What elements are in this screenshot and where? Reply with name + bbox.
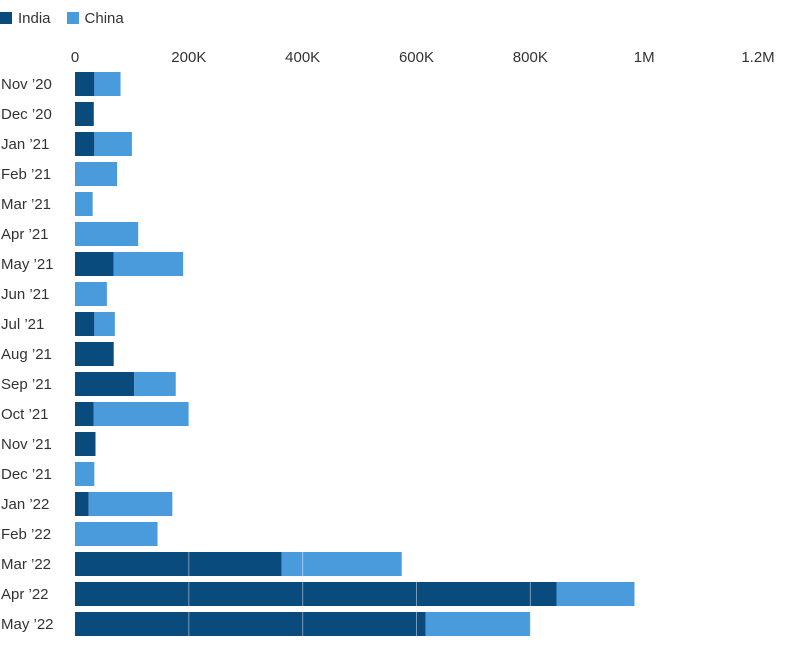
bar-china-sep-21 <box>134 372 176 396</box>
bar-china-feb-21 <box>75 162 118 186</box>
legend: India China <box>0 8 140 28</box>
bar-india-apr-22 <box>75 582 557 606</box>
x-tick-label: 800K <box>513 49 548 66</box>
legend-item-india: India <box>0 10 51 27</box>
bar-india-may-21 <box>75 252 114 276</box>
bar-india-sep-21 <box>75 372 135 396</box>
y-category-label: Dec ’21 <box>1 466 52 483</box>
y-category-label: Feb ’21 <box>1 166 51 183</box>
bar-china-may-21 <box>113 252 184 276</box>
bar-china-may-22 <box>425 612 531 636</box>
bar-india-nov-21 <box>75 432 96 456</box>
x-tick-label: 600K <box>399 49 434 66</box>
y-category-label: Jan ’22 <box>1 496 49 513</box>
y-category-label: Apr ’22 <box>1 586 49 603</box>
y-category-label: May ’22 <box>1 616 54 633</box>
y-category-label: Feb ’22 <box>1 526 51 543</box>
bar-china-jul-21 <box>94 312 115 336</box>
bar-india-mar-22 <box>75 552 282 576</box>
bar-india-dec-20 <box>75 102 94 126</box>
bar-china-apr-21 <box>75 222 139 246</box>
bar-india-jan-21 <box>75 132 95 156</box>
y-category-label: Apr ’21 <box>1 226 49 243</box>
x-tick-labels: 0 200K 400K 600K 800K 1M 1.2M <box>71 49 775 66</box>
bar-china-nov-20 <box>94 72 121 96</box>
y-category-label: Mar ’22 <box>1 556 51 573</box>
bar-india-nov-20 <box>75 72 95 96</box>
bar-india-jul-21 <box>75 312 95 336</box>
bar-china-jan-21 <box>94 132 132 156</box>
y-category-label: Jun ’21 <box>1 286 49 303</box>
y-category-label: Aug ’21 <box>1 346 52 363</box>
bar-china-jan-22 <box>88 492 173 516</box>
legend-label-china: China <box>84 9 124 27</box>
bar-china-jun-21 <box>75 282 107 306</box>
y-category-labels: Nov ’20 Dec ’20 Jan ’21 Feb ’21 Mar ’21 Apr ’… <box>1 76 54 633</box>
y-category-label: Mar ’21 <box>1 196 51 213</box>
y-category-label: Nov ’21 <box>1 436 52 453</box>
bar-china-apr-22 <box>556 582 635 606</box>
bar-india-may-22 <box>75 612 426 636</box>
bar-india-oct-21 <box>75 402 94 426</box>
x-tick-label: 200K <box>171 49 206 66</box>
bar-india-jan-22 <box>75 492 89 516</box>
y-category-label: Dec ’20 <box>1 106 52 123</box>
gridlines-group <box>188 70 759 640</box>
y-category-label: May ’21 <box>1 256 54 273</box>
y-category-label: Nov ’20 <box>1 76 52 93</box>
x-tick-label: 400K <box>285 49 320 66</box>
x-tick-label: 0 <box>71 49 79 66</box>
y-category-label: Oct ’21 <box>1 406 49 423</box>
bar-china-oct-21 <box>93 402 189 426</box>
y-category-label: Jul ’21 <box>1 316 44 333</box>
legend-swatch-india <box>0 12 12 24</box>
x-tick-label: 1M <box>634 49 655 66</box>
bar-china-feb-22 <box>75 522 158 546</box>
bars-group <box>75 72 635 636</box>
x-tick-label: 1.2M <box>741 49 774 66</box>
bar-india-aug-21 <box>75 342 114 366</box>
legend-swatch-china <box>66 12 79 24</box>
bar-china-dec-21 <box>75 462 95 486</box>
bar-china-mar-21 <box>75 192 93 216</box>
y-category-label: Jan ’21 <box>1 136 49 153</box>
y-category-label: Sep ’21 <box>1 376 52 393</box>
legend-item-china: China <box>66 9 124 27</box>
legend-label-india: India <box>18 9 51 27</box>
bar-china-mar-22 <box>281 552 402 576</box>
